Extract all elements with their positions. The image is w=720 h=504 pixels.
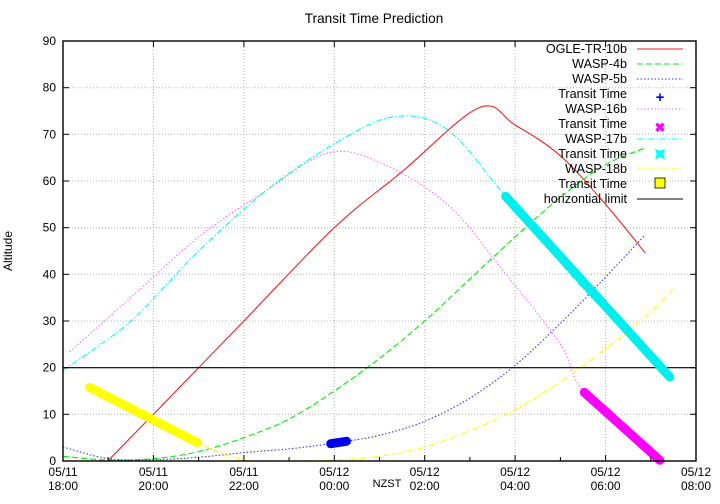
svg-text:Transit Time: Transit Time bbox=[558, 177, 627, 191]
svg-text:22:00: 22:00 bbox=[229, 479, 259, 493]
svg-text:50: 50 bbox=[43, 221, 57, 235]
svg-text:Altitude: Altitude bbox=[1, 231, 15, 271]
svg-text:00:00: 00:00 bbox=[319, 479, 349, 493]
svg-text:05/12: 05/12 bbox=[591, 465, 621, 479]
svg-text:02:00: 02:00 bbox=[410, 479, 440, 493]
svg-text:05/12: 05/12 bbox=[410, 465, 440, 479]
svg-text:10: 10 bbox=[43, 407, 57, 421]
svg-text:✖: ✖ bbox=[655, 120, 666, 135]
svg-text:WASP-4b: WASP-4b bbox=[572, 57, 627, 71]
svg-text:horizontial limit: horizontial limit bbox=[544, 192, 628, 206]
svg-text:WASP-18b: WASP-18b bbox=[565, 162, 627, 176]
svg-text:70: 70 bbox=[43, 127, 57, 141]
svg-text:05/11: 05/11 bbox=[139, 465, 168, 479]
svg-text:60: 60 bbox=[43, 174, 57, 188]
svg-text:05/11: 05/11 bbox=[48, 465, 77, 479]
svg-text:Transit Time Prediction: Transit Time Prediction bbox=[305, 11, 444, 26]
svg-text:20: 20 bbox=[43, 361, 57, 375]
svg-text:18:00: 18:00 bbox=[48, 479, 78, 493]
svg-text:WASP-5b: WASP-5b bbox=[572, 72, 627, 86]
svg-text:40: 40 bbox=[43, 267, 57, 281]
svg-text:90: 90 bbox=[43, 34, 57, 48]
svg-text:05/12: 05/12 bbox=[681, 465, 711, 479]
svg-text:80: 80 bbox=[43, 81, 57, 95]
svg-text:05/11: 05/11 bbox=[229, 465, 258, 479]
svg-text:04:00: 04:00 bbox=[500, 479, 530, 493]
svg-text:05/12: 05/12 bbox=[500, 465, 530, 479]
svg-text:20:00: 20:00 bbox=[138, 479, 168, 493]
svg-text:Transit Time: Transit Time bbox=[558, 147, 627, 161]
svg-text:Transit Time: Transit Time bbox=[558, 117, 627, 131]
svg-text:NZST: NZST bbox=[373, 478, 402, 490]
svg-text:08:00: 08:00 bbox=[681, 479, 711, 493]
svg-text:OGLE-TR-10b: OGLE-TR-10b bbox=[546, 42, 627, 56]
svg-text:WASP-16b: WASP-16b bbox=[565, 102, 627, 116]
svg-text:06:00: 06:00 bbox=[591, 479, 621, 493]
svg-text:WASP-17b: WASP-17b bbox=[565, 132, 627, 146]
svg-text:+: + bbox=[656, 89, 665, 106]
svg-text:05/12: 05/12 bbox=[319, 465, 349, 479]
svg-text:30: 30 bbox=[43, 314, 57, 328]
svg-text:Transit Time: Transit Time bbox=[558, 87, 627, 101]
